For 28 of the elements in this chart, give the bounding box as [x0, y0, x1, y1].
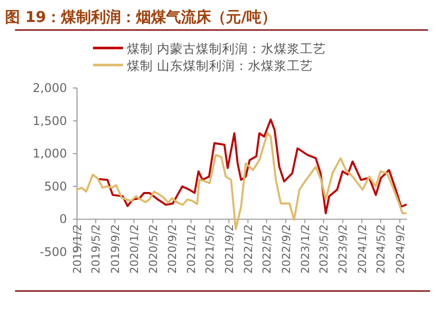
line-series	[98, 118, 407, 214]
x-tick-label: 2024/5/2	[374, 224, 388, 274]
x-tick-label: 2021/9/2	[222, 224, 236, 274]
x-tick-label: 2023/1/2	[298, 224, 312, 274]
legend-label: 煤制 内蒙古煤制利润：水煤浆工艺	[127, 41, 326, 56]
x-tick-label: 2023/9/2	[336, 224, 350, 274]
x-tick-label: 2020/9/2	[166, 224, 179, 274]
x-tick-label: 2020/1/2	[128, 224, 141, 274]
x-tick-label: 2019/5/2	[90, 224, 103, 274]
legend-label: 煤制 山东煤制利润：水煤浆工艺	[127, 58, 313, 73]
y-tick-label: 1,500	[32, 114, 67, 128]
x-tick-label: 2019/1/2	[71, 224, 84, 274]
x-tick-label: 2022/5/2	[260, 224, 274, 274]
y-tick-label: -500	[40, 245, 67, 259]
x-tick-label: 2024/9/2	[394, 224, 407, 274]
x-tick-label: 2020/5/2	[146, 224, 160, 274]
x-tick-label: 2021/5/2	[204, 224, 217, 274]
x-tick-label: 2023/5/2	[318, 224, 331, 274]
x-tick-label: 2022/1/2	[242, 224, 255, 274]
y-tick-label: 2,000	[32, 81, 67, 95]
y-tick-label: 0	[59, 212, 67, 226]
x-tick-label: 2024/1/2	[356, 224, 369, 274]
x-tick-label: 2021/1/2	[185, 224, 198, 274]
chart-title: 图 19：煤制利润：烟煤气流床（元/吨）	[5, 8, 277, 26]
y-tick-label: 500	[44, 179, 67, 194]
x-tick-label: 2019/9/2	[108, 224, 122, 274]
y-tick-label: 1,000	[32, 146, 67, 161]
x-tick-label: 2022/9/2	[280, 224, 293, 274]
